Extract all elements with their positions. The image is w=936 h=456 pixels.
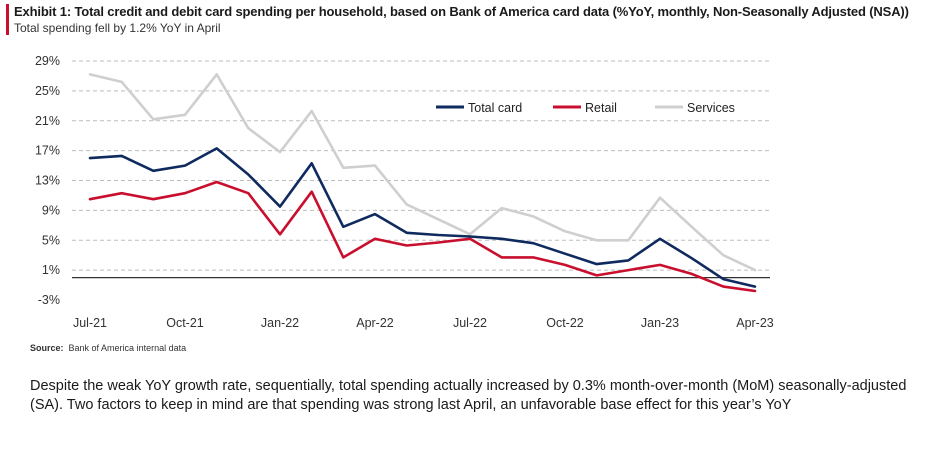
y-tick-label: 13% <box>35 174 60 188</box>
x-tick-label: Oct-22 <box>546 316 584 330</box>
retail-line <box>88 180 757 293</box>
y-tick-label: 9% <box>42 203 60 217</box>
source-text: Bank of America internal data <box>68 343 187 353</box>
title-accent-bar <box>6 4 9 35</box>
body-paragraph: Despite the weak YoY growth rate, sequen… <box>30 378 907 413</box>
y-tick-label: 21% <box>35 114 60 128</box>
source-note: Source: Bank of America internal data <box>30 343 186 353</box>
source-label: Source: <box>30 343 64 353</box>
x-tick-label: Jul-21 <box>73 316 107 330</box>
x-tick-label: Jul-22 <box>453 316 487 330</box>
chart-title: Exhibit 1: Total credit and debit card s… <box>14 4 909 19</box>
y-tick-label: -3% <box>38 293 60 307</box>
chart-subtitle: Total spending fell by 1.2% YoY in April <box>14 21 221 35</box>
y-tick-label: 17% <box>35 144 60 158</box>
x-tick-label: Oct-21 <box>166 316 204 330</box>
x-tick-label: Jan-23 <box>641 316 679 330</box>
y-tick-label: 25% <box>35 84 60 98</box>
legend-services-label: Services <box>687 101 735 115</box>
x-tick-label: Apr-22 <box>356 316 394 330</box>
y-tick-label: 5% <box>42 233 60 247</box>
services-line <box>88 73 757 272</box>
legend-retail-label: Retail <box>585 101 617 115</box>
line-chart: 29% 25% 21% 17% 13% 9% 5% 1% -3% Jul-21 Oct-21 Jan-… <box>35 54 774 330</box>
x-tick-label: Apr-23 <box>736 316 774 330</box>
legend-total-card-label: Total card <box>468 101 522 115</box>
total-card-line <box>88 147 757 288</box>
y-tick-label: 1% <box>42 263 60 277</box>
x-tick-label: Jan-22 <box>261 316 299 330</box>
y-tick-label: 29% <box>35 54 60 68</box>
